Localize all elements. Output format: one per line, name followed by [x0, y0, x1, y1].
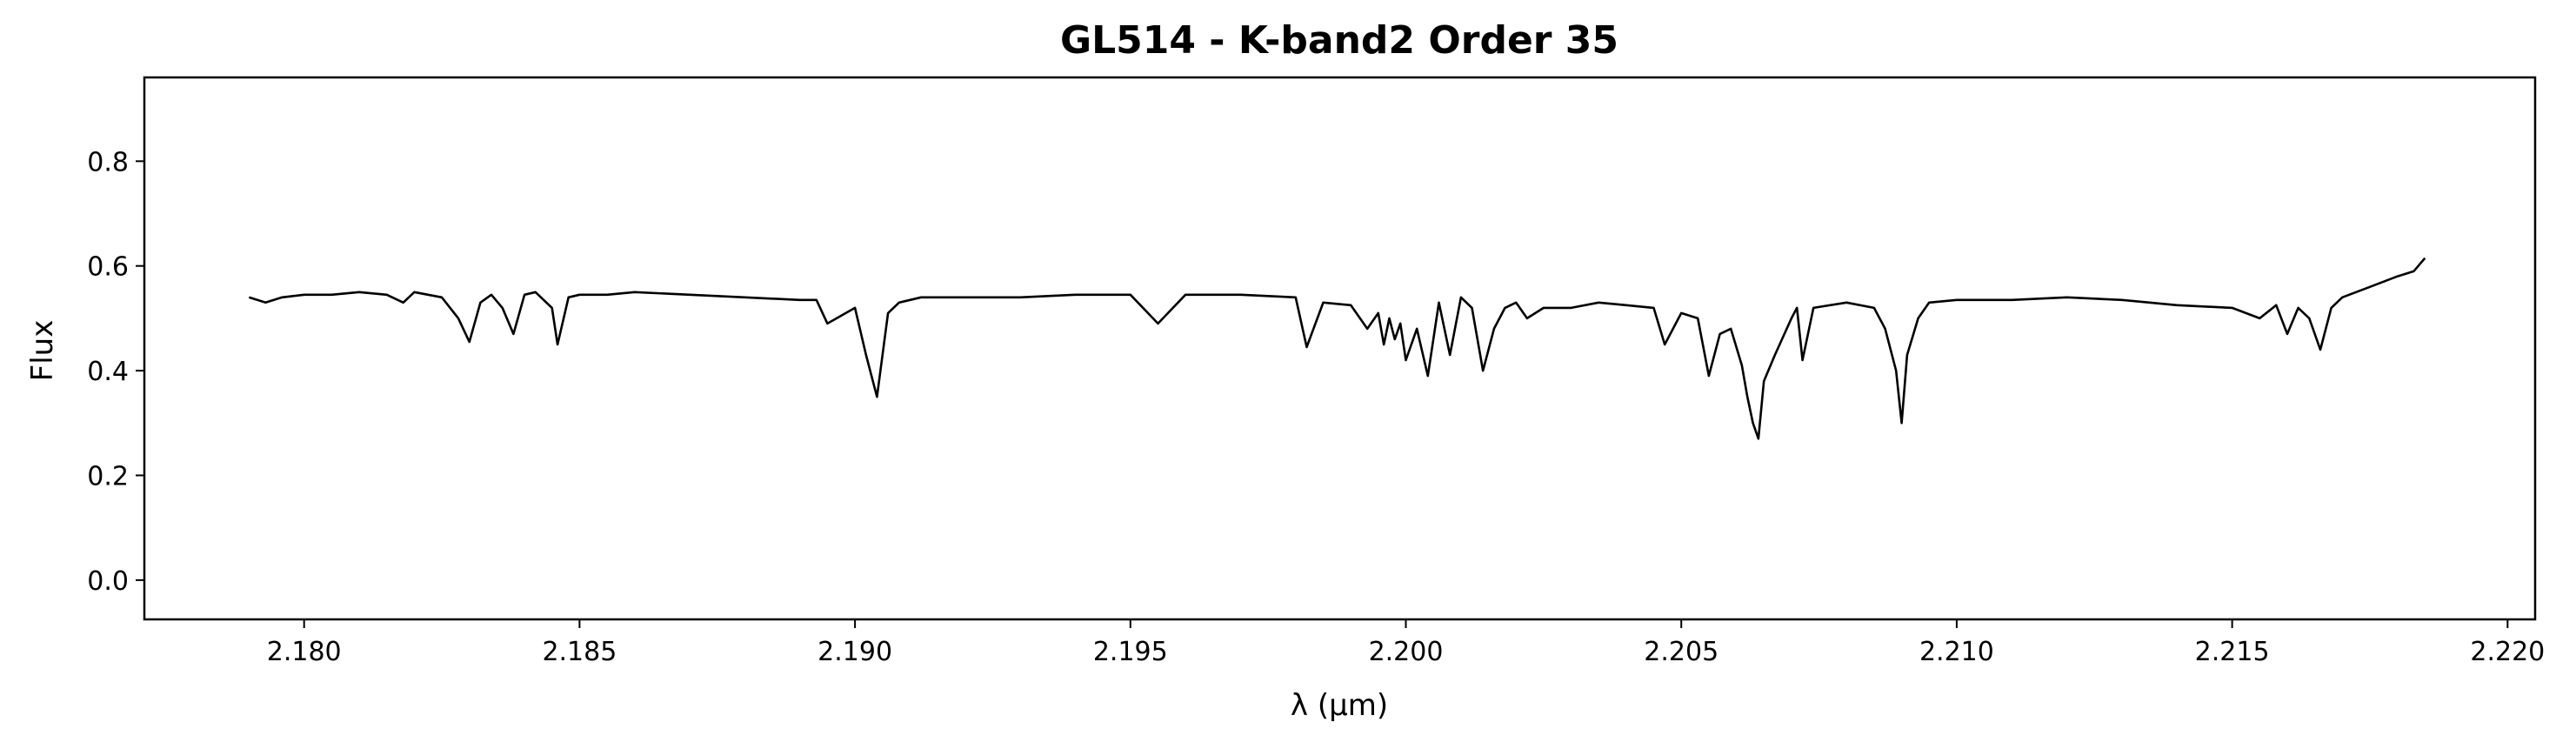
x-tick-label: 2.195 — [1093, 637, 1168, 667]
y-tick-label: 0.2 — [87, 461, 129, 492]
plot-area-frame — [143, 76, 2537, 621]
x-tick-label: 2.185 — [542, 637, 617, 667]
y-tick-label: 0.0 — [87, 566, 129, 597]
x-tick-label: 2.215 — [2195, 637, 2270, 667]
spectrum-line-series — [248, 257, 2426, 440]
x-tick-label: 2.200 — [1369, 637, 1444, 667]
y-axis: 0.0 0.2 0.4 0.6 0.8 — [87, 147, 144, 597]
y-tick-label: 0.4 — [87, 357, 129, 387]
y-tick-label: 0.6 — [87, 252, 129, 283]
x-axis-label: λ (μm) — [1291, 688, 1388, 723]
x-tick-label: 2.180 — [267, 637, 342, 667]
x-tick-label: 2.205 — [1644, 637, 1718, 667]
chart-title: GL514 - K-band2 Order 35 — [1060, 18, 1618, 63]
x-tick-label: 2.210 — [1919, 637, 1994, 667]
y-tick-label: 0.8 — [87, 147, 129, 177]
y-axis-label: Flux — [25, 320, 60, 382]
x-tick-label: 2.220 — [2470, 637, 2545, 667]
x-axis: 2.180 2.185 2.190 2.195 2.200 2.205 2.210 2.215… — [267, 619, 2545, 667]
x-tick-label: 2.190 — [818, 637, 892, 667]
